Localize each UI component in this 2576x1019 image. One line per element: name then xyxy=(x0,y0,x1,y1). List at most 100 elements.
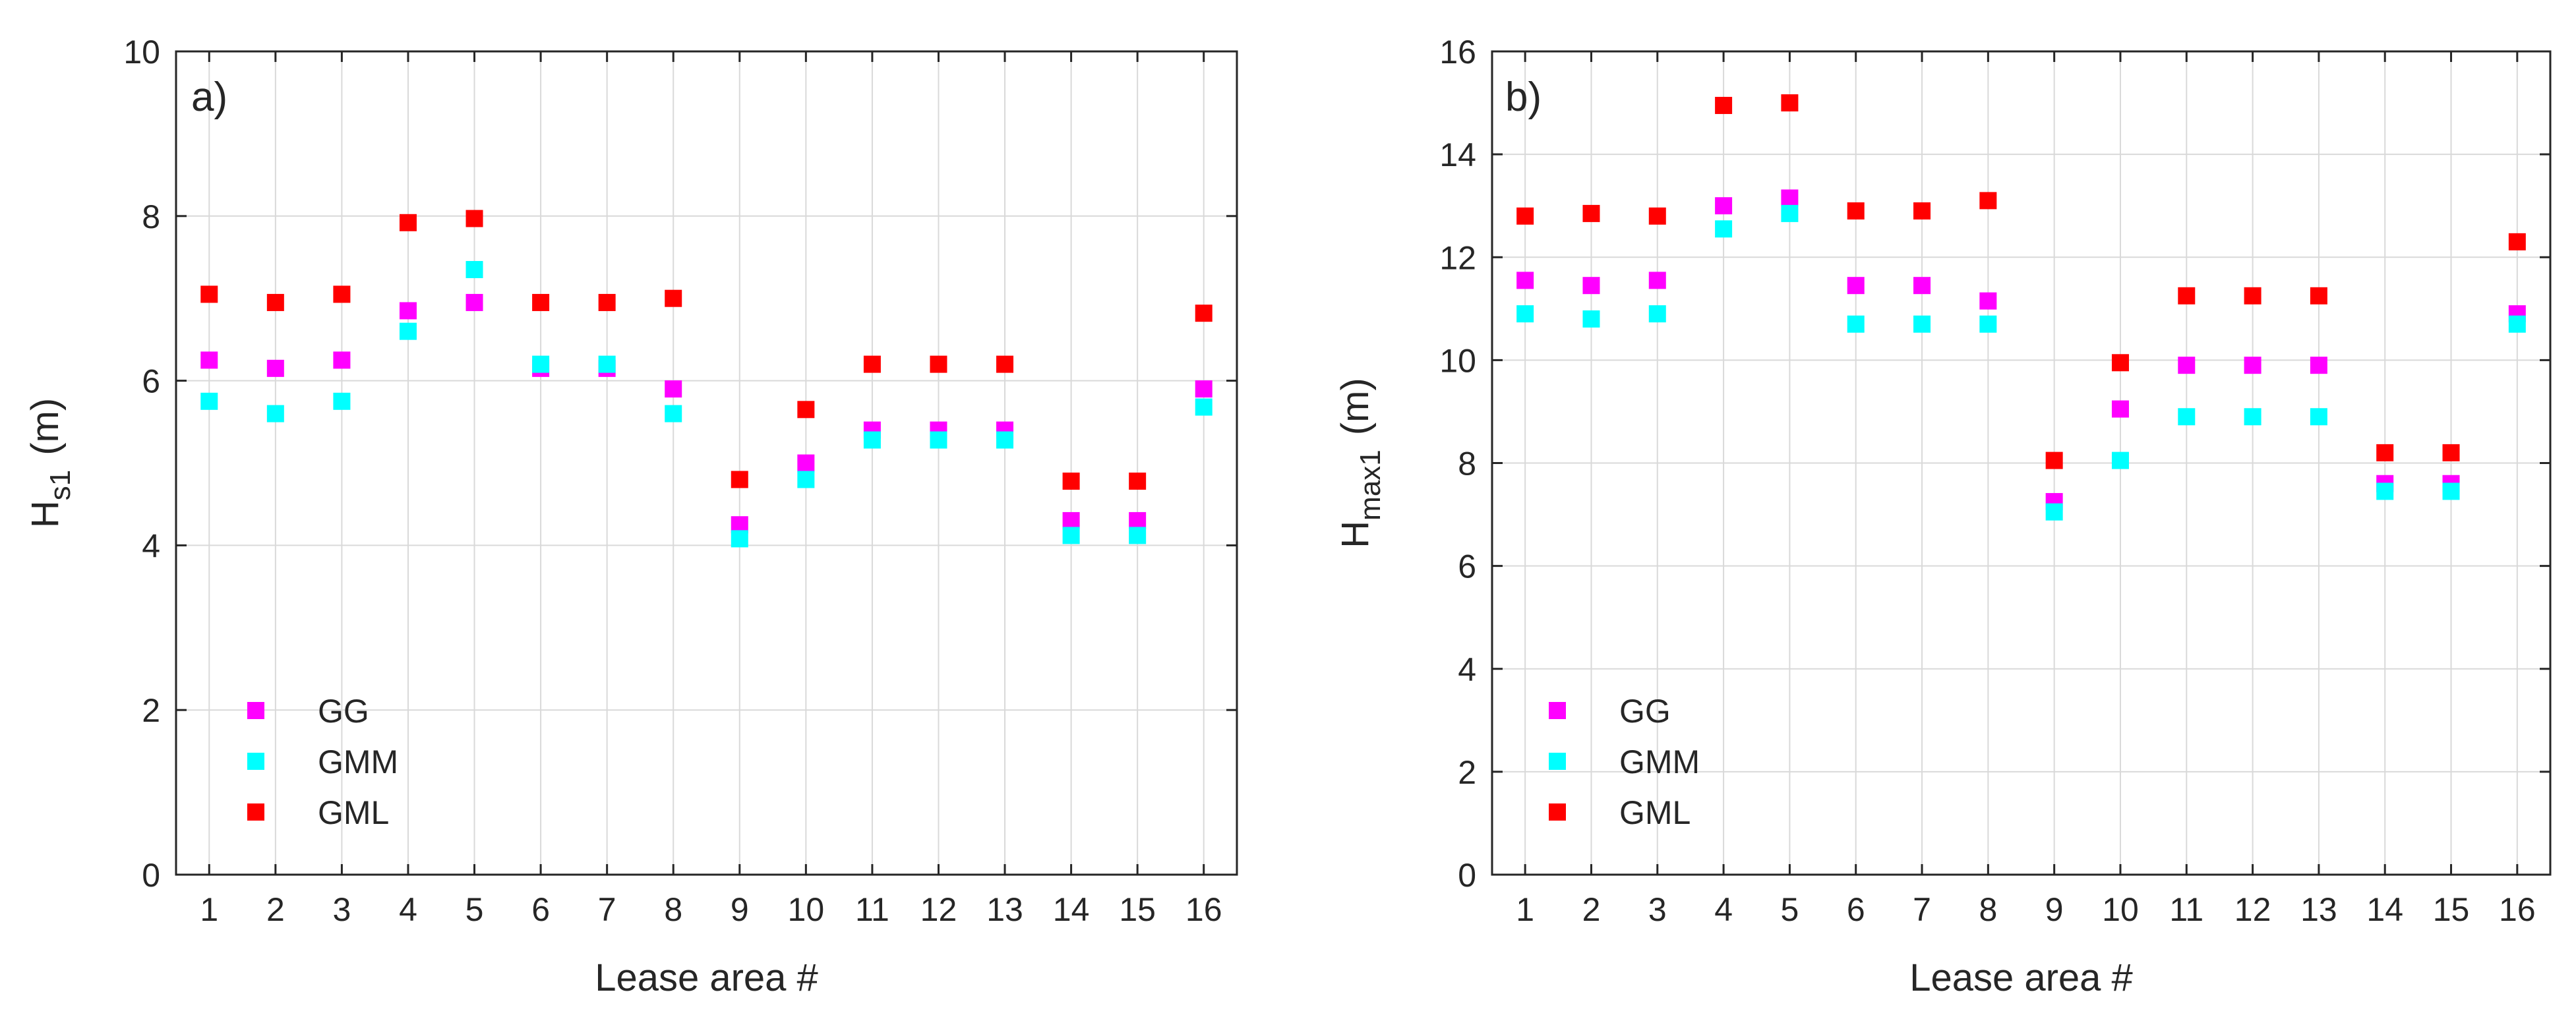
legend-label: GG xyxy=(1619,693,1671,730)
data-point-gmm xyxy=(2376,482,2394,500)
legend-label: GML xyxy=(1619,794,1691,831)
data-point-gmm xyxy=(1715,220,1733,238)
data-point-gml xyxy=(2244,287,2261,305)
data-point-gmm xyxy=(665,405,682,422)
legend-label: GMM xyxy=(1619,743,1700,780)
data-point-gml xyxy=(1715,96,1733,114)
data-point-gml xyxy=(200,285,218,303)
legend-marker-gml xyxy=(1549,803,1566,821)
data-point-gmm xyxy=(863,431,881,449)
data-point-gmm xyxy=(2310,408,2327,426)
legend: GG GMM GML xyxy=(247,693,398,831)
series-gmm xyxy=(1516,204,2526,521)
series-gml xyxy=(200,210,1213,490)
data-point-gmm xyxy=(1129,527,1147,544)
y-axis-title-main: H xyxy=(1334,521,1377,548)
data-point-gml xyxy=(1062,472,1080,490)
data-point-gml xyxy=(2178,287,2196,305)
x-tick-label: 14 xyxy=(1053,891,1090,928)
data-point-gmm xyxy=(2244,408,2261,426)
data-point-gmm xyxy=(1979,315,1997,333)
data-point-gml xyxy=(863,355,881,373)
data-point-gmm xyxy=(2178,408,2196,426)
x-tick-label: 6 xyxy=(1847,891,1865,928)
x-axis-title: Lease area # xyxy=(595,956,818,999)
data-point-gg xyxy=(465,293,483,311)
data-point-gg xyxy=(1516,272,1534,289)
data-point-gmm xyxy=(1913,315,1931,333)
x-tick-label: 13 xyxy=(986,891,1023,928)
data-point-gml xyxy=(2376,444,2394,461)
data-point-gmm xyxy=(2442,482,2460,500)
data-point-gg xyxy=(2244,357,2261,374)
data-point-gml xyxy=(399,214,417,231)
y-tick-label: 14 xyxy=(1439,136,1476,173)
y-tick-label: 8 xyxy=(142,198,160,235)
x-tick-label: 1 xyxy=(1516,891,1534,928)
x-tick-label: 5 xyxy=(1781,891,1799,928)
data-point-gml xyxy=(598,293,616,311)
y-tick-label: 10 xyxy=(123,34,160,71)
legend-label: GMM xyxy=(318,743,398,780)
data-point-gmm xyxy=(1062,527,1080,544)
y-axis-title: Hs1 (m) xyxy=(24,398,76,528)
data-point-gmm xyxy=(1847,315,1865,333)
y-tick-label: 16 xyxy=(1439,34,1476,71)
data-point-gml xyxy=(1979,192,1997,210)
data-point-gml xyxy=(532,293,550,311)
data-point-gmm xyxy=(1516,305,1534,323)
y-tick-label: 4 xyxy=(142,527,160,564)
data-point-gmm xyxy=(996,431,1014,449)
data-point-gg xyxy=(1582,277,1600,295)
x-tick-label: 2 xyxy=(266,891,285,928)
data-point-gml xyxy=(2508,233,2526,250)
y-tick-label: 2 xyxy=(142,692,160,729)
data-point-gg xyxy=(1062,511,1080,529)
data-point-gml xyxy=(2045,451,2063,469)
data-point-gmm xyxy=(1195,398,1213,416)
x-tick-label: 7 xyxy=(598,891,616,928)
x-axis-title: Lease area # xyxy=(1909,956,2133,999)
x-tick-label: 7 xyxy=(1913,891,1931,928)
y-axis-title-main: H xyxy=(24,500,67,528)
data-point-gg xyxy=(1715,197,1733,215)
y-axis-title-unit: (m) xyxy=(1334,378,1377,435)
plot-area-frame xyxy=(175,50,1238,876)
data-point-gml xyxy=(2111,354,2129,372)
data-point-gg xyxy=(333,351,351,369)
data-point-gg xyxy=(266,359,284,377)
data-point-gml xyxy=(1582,204,1600,222)
x-tick-label: 9 xyxy=(2045,891,2064,928)
x-tick-label: 1 xyxy=(200,891,218,928)
x-tick-label: 10 xyxy=(2102,891,2139,928)
series-gg xyxy=(1516,189,2526,511)
x-tick-label: 11 xyxy=(2169,891,2203,928)
x-tick-label: 6 xyxy=(531,891,550,928)
x-tick-label: 10 xyxy=(788,891,825,928)
data-point-gmm xyxy=(1648,305,1666,323)
x-tick-label: 12 xyxy=(920,891,957,928)
panel-label: b) xyxy=(1505,74,1542,120)
x-tick-label: 15 xyxy=(2433,891,2470,928)
y-axis-title-unit: (m) xyxy=(24,398,67,455)
legend-marker-gml xyxy=(247,803,264,821)
data-point-gml xyxy=(1781,94,1799,112)
data-point-gmm xyxy=(465,260,483,278)
data-point-gg xyxy=(200,351,218,369)
data-point-gmm xyxy=(2508,315,2526,333)
data-point-gml xyxy=(797,401,815,419)
legend-marker-gg xyxy=(247,702,264,719)
data-point-gml xyxy=(930,355,947,373)
x-tick-label: 15 xyxy=(1119,891,1156,928)
data-point-gml xyxy=(1648,207,1666,225)
data-point-gmm xyxy=(1781,204,1799,222)
data-point-gmm xyxy=(930,431,947,449)
x-tick-label: 16 xyxy=(1185,891,1222,928)
data-point-gml xyxy=(465,210,483,227)
data-point-gmm xyxy=(532,355,550,373)
data-point-gmm xyxy=(2045,503,2063,521)
data-point-gml xyxy=(2442,444,2460,461)
y-tick-label: 2 xyxy=(1458,754,1476,791)
